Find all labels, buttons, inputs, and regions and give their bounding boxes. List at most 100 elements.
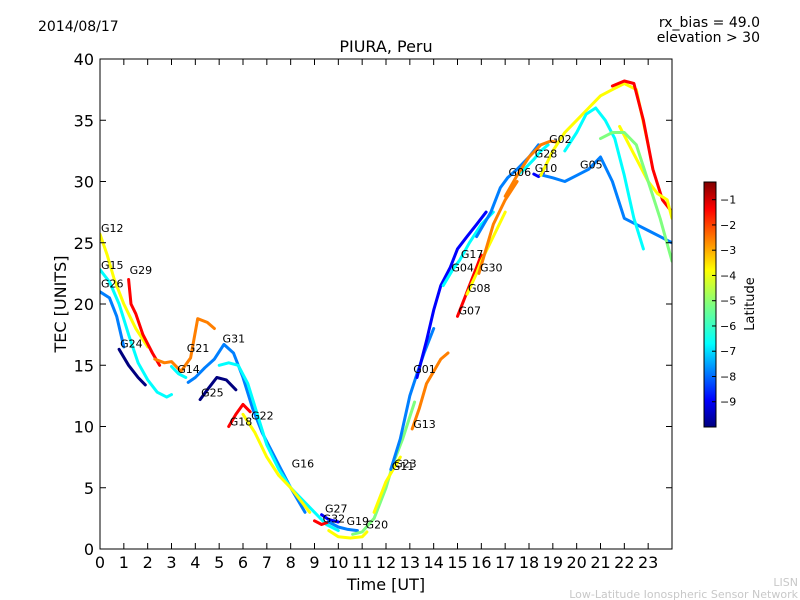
series-line-g25 [198,376,238,402]
x-tick-label: 12 [376,553,396,572]
y-axis-label: TEC [UNITS] [51,256,70,354]
x-tick-label: 14 [423,553,443,572]
series-line-g34 [563,106,645,251]
series-line-g04 [415,210,488,379]
series-line-g18 [227,402,252,428]
x-tick-label: 16 [471,553,491,572]
sat-label-g19: G19 [346,515,369,528]
y-tick-label: 20 [74,295,94,314]
colorbar-tick-label: −2 [720,219,736,232]
sat-label-g29: G29 [130,264,153,277]
colorbar [703,181,717,428]
y-tick-label: 35 [74,111,94,130]
colorbar-tick-label: −9 [720,396,736,409]
x-tick-label: 22 [614,553,634,572]
y-tick-label: 30 [74,173,94,192]
colorbar-tick-label: −3 [720,244,736,257]
y-tick-label: 0 [84,540,94,559]
series-line-g22 [217,361,340,533]
colorbar-label: Latitude [743,277,758,331]
series-line-g20 [327,529,369,540]
series-line-g29 [127,278,162,367]
rx-bias-label: rx_bias = 49.0 [659,15,760,31]
y-tick-label: 15 [74,356,94,375]
y-tick-label: 5 [84,479,94,498]
series-line-g32 [313,519,331,526]
x-tick-label: 19 [543,553,563,572]
colorbar-ticks: −1 −2 −3 −4 −5 −6 −7 −8 −9 [712,194,736,409]
sat-label-g25: G25 [201,386,224,399]
sat-label-g05: G05 [580,158,603,171]
series-line-g14 [170,365,188,379]
colorbar-tick-label: −5 [720,295,736,308]
series-line-g02 [503,139,560,198]
x-tick-label: 1 [119,553,129,572]
sat-label-g04: G04 [451,261,474,274]
sat-label-g28: G28 [535,147,558,160]
x-tick-label: 0 [95,553,105,572]
x-tick-label: 23 [638,553,658,572]
x-tick-label: 21 [590,553,610,572]
series-line-g27 [320,513,340,524]
sat-label-g06: G06 [509,166,532,179]
colorbar-tick-label: −6 [720,320,736,333]
sat-label-g10: G10 [535,162,558,175]
plot-frame [99,58,673,550]
series-line-g30 [477,180,519,275]
y-tick-label: 10 [74,418,94,437]
colorbar-tick-label: −8 [720,370,736,383]
series-line-g05 [541,155,672,245]
sat-label-g24: G24 [120,337,143,350]
x-axis-ticks: 0 1 2 3 4 5 6 7 8 9 10 11 12 13 14 15 16 17 18 19 20 21 22 23 [95,59,658,572]
x-tick-label: 10 [328,553,348,572]
x-tick-label: 20 [566,553,586,572]
x-tick-label: 3 [166,553,176,572]
sat-label-g18: G18 [230,416,253,429]
sat-label-g26: G26 [101,277,124,290]
sat-label-g13: G13 [413,418,436,431]
elevation-label: elevation > 30 [657,30,760,46]
x-tick-label: 18 [519,553,539,572]
watermark-lisn: LISN [773,576,798,589]
sat-label-g16: G16 [292,457,315,470]
sat-label-g12: G12 [101,222,124,235]
x-tick-label: 7 [262,553,272,572]
sat-label-g15: G15 [101,259,124,272]
sat-label-g02: G02 [549,133,572,146]
date-label: 2014/08/17 [38,19,119,35]
x-tick-label: 5 [214,553,224,572]
series-line-g09 [539,82,650,177]
series-line-g16 [241,412,312,514]
y-tick-label: 25 [74,234,94,253]
series-line-g15 [100,268,173,399]
chart-title: PIURA, Peru [339,37,432,56]
sat-label-g27: G27 [325,503,348,516]
series-line-g28 [515,143,550,177]
sat-label-g23: G23 [394,457,417,470]
series-line-g03 [610,79,672,214]
sat-label-g20: G20 [366,519,389,532]
sat-label-g17: G17 [461,248,484,261]
series-line-g01 [389,327,436,471]
sat-label-g30: G30 [480,261,503,274]
watermark-network: Low-Latitude Ionospheric Sensor Network [569,588,798,600]
x-tick-label: 9 [309,553,319,572]
x-tick-label: 8 [286,553,296,572]
y-tick-label: 40 [74,50,94,69]
sat-label-g14: G14 [177,363,200,376]
series-line-g24 [117,347,147,387]
series-line-g19 [327,520,359,533]
series-line-g12 [100,232,150,349]
y-axis-ticks: 0 5 10 15 20 25 30 35 40 [74,50,672,559]
sat-label-g31: G31 [223,332,246,345]
x-axis-label: Time [UT] [346,575,425,594]
colorbar-tick-label: −7 [720,345,736,358]
colorbar-tick-label: −1 [720,194,736,207]
sat-label-g08: G08 [468,282,491,295]
series-line-g23 [351,400,417,536]
sat-label-g11: G11 [392,460,415,473]
x-tick-label: 6 [238,553,248,572]
series-line-g13 [410,351,450,431]
